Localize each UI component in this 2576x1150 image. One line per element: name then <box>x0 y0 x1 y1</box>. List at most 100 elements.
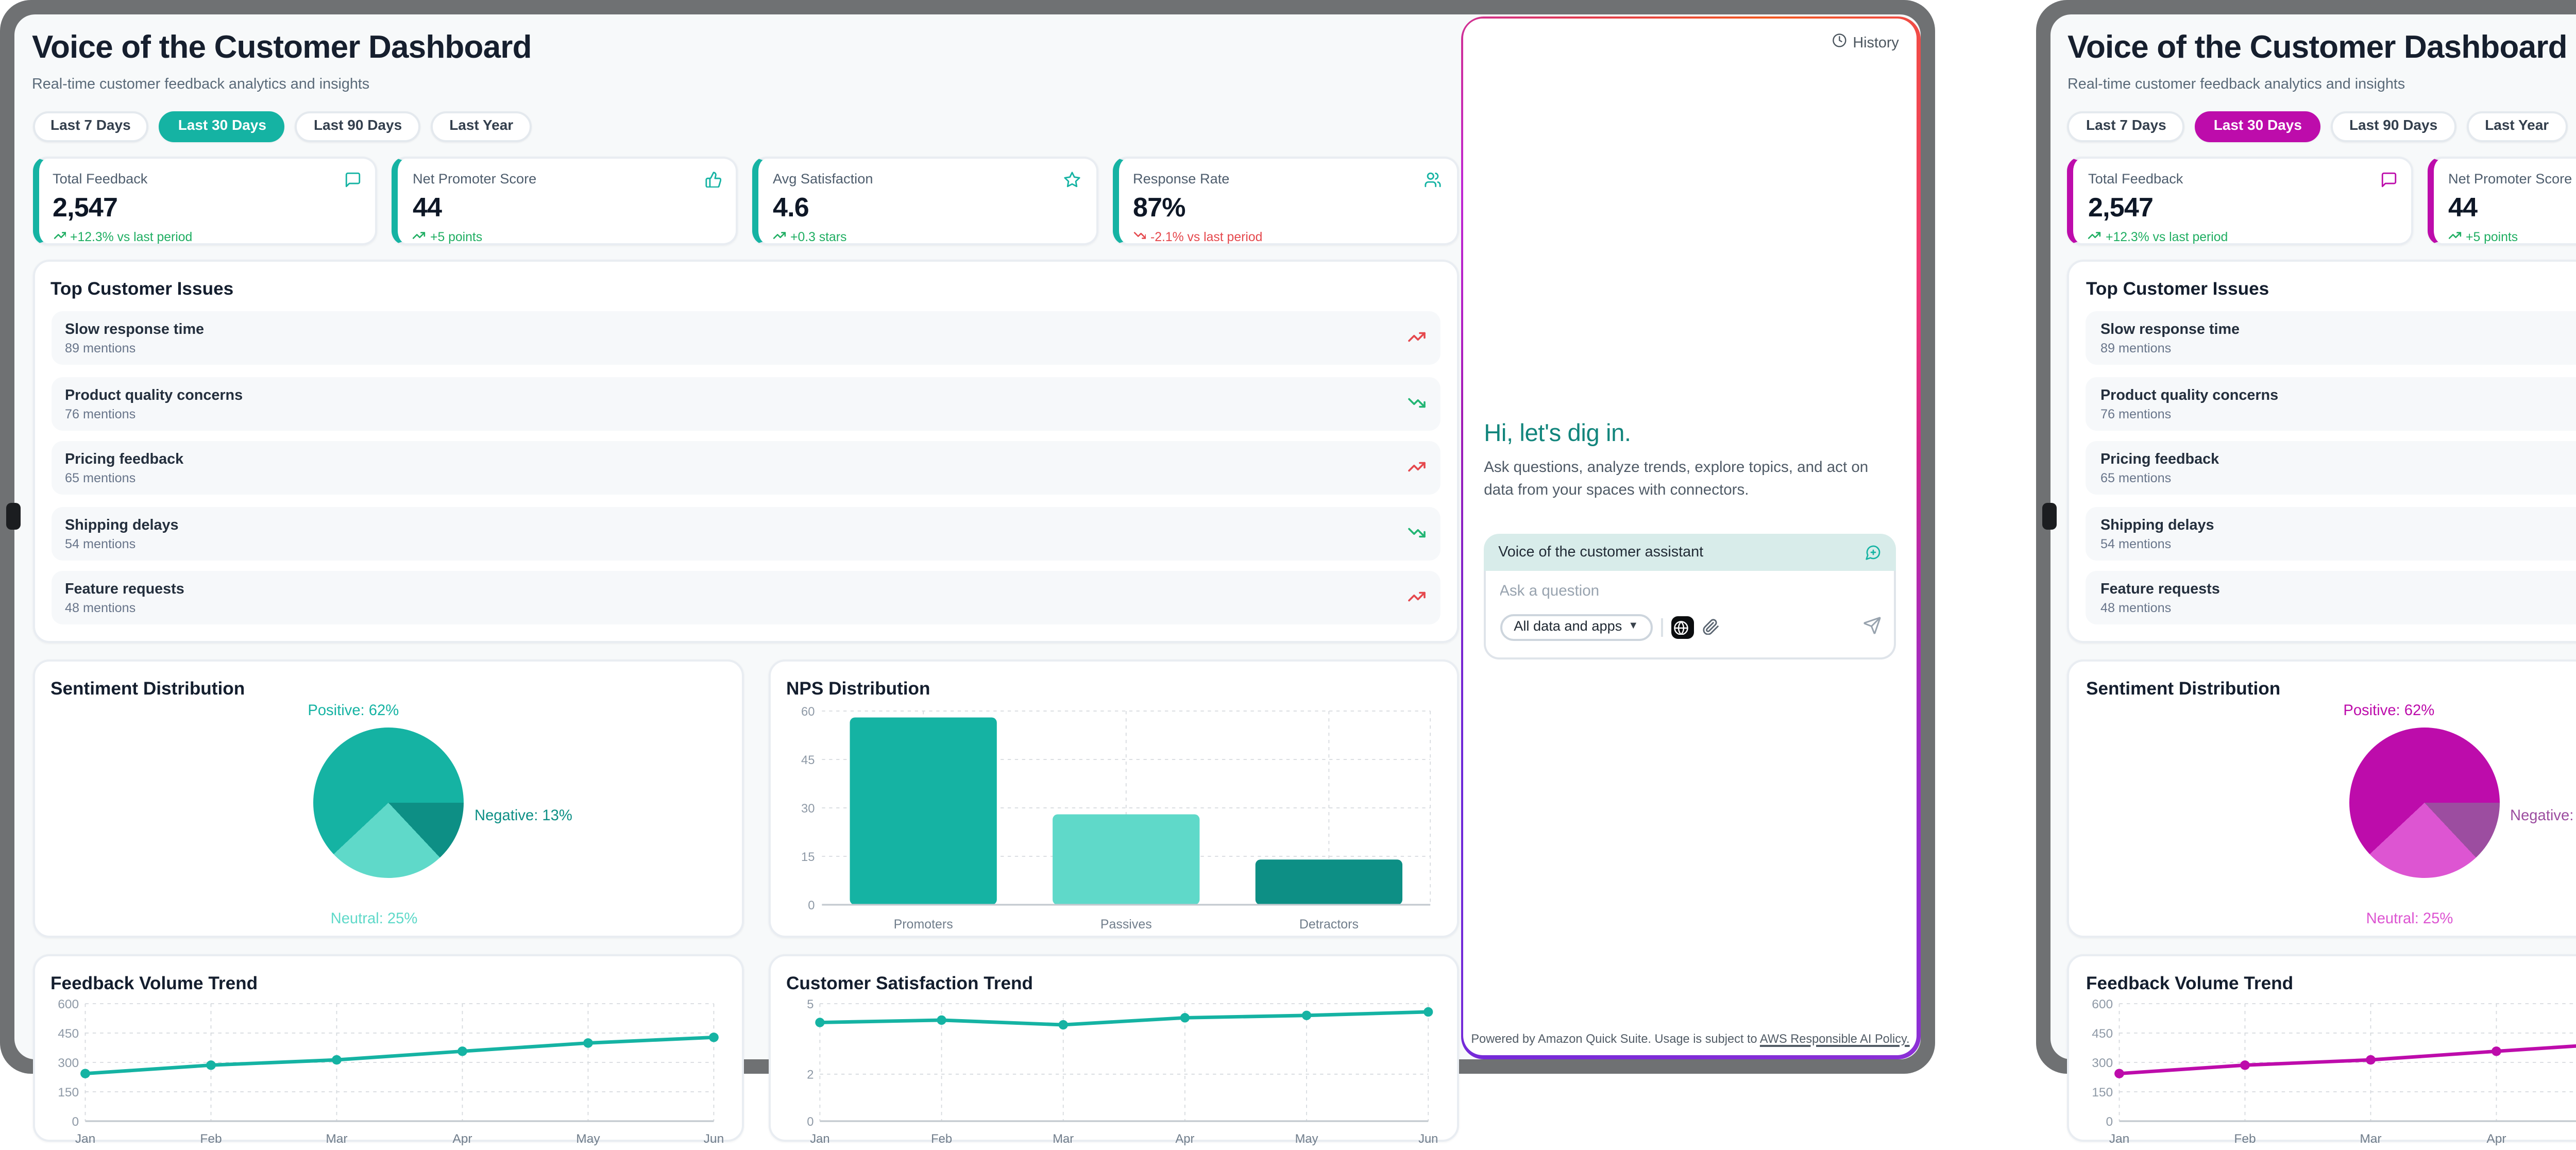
issue-info: Pricing feedback 65 mentions <box>65 450 183 487</box>
top-issues-card: Top Customer Issues Slow response time 89… <box>32 260 1458 644</box>
kpi-card-1: Net Promoter Score 44 +5 points <box>2428 156 2576 246</box>
trend-down-icon <box>1406 385 1425 422</box>
clock-icon <box>1833 32 1848 52</box>
trend-up-icon <box>1406 580 1425 617</box>
trend-up-icon <box>2088 229 2102 246</box>
filter-button-last-7-days[interactable]: Last 7 Days <box>32 110 149 142</box>
issue-name: Shipping delays <box>65 515 179 534</box>
kpi-delta-text: +0.3 stars <box>790 230 847 245</box>
volume-card: Feedback Volume Trend 0 150 300 450 600 Jan Fe… <box>32 954 744 1145</box>
svg-text:150: 150 <box>2092 1086 2113 1100</box>
assistant-subtext: Ask questions, analyze trends, explore t… <box>1484 458 1869 500</box>
issue-name: Feature requests <box>65 580 184 599</box>
charts-row-1: Sentiment Distribution Positive: 62% Neut… <box>32 659 1458 939</box>
nps-bar-chart: 0 15 30 45 60 Promoters Passives Detractors <box>786 699 1439 942</box>
question-input[interactable] <box>1499 582 1882 615</box>
issues-title: Top Customer Issues <box>2086 279 2269 300</box>
users-icon <box>1424 171 1442 189</box>
sentiment-pie-chart: Positive: 62% Neutral: 25% Negative: 13% <box>50 701 725 936</box>
assistant-chat-card: Voice of the customer assistant All data… <box>1484 533 1897 659</box>
svg-text:2: 2 <box>806 1068 812 1081</box>
issue-info: Slow response time 89 mentions <box>65 320 204 357</box>
kpi-value: 87% <box>1133 192 1185 224</box>
svg-text:0: 0 <box>806 1114 812 1128</box>
issue-row: Shipping delays 54 mentions <box>50 506 1439 561</box>
ai-policy-link[interactable]: AWS Responsible AI Policy. <box>1759 1034 1910 1046</box>
issue-row: Slow response time 89 mentions <box>50 312 1439 366</box>
filter-button-last-90-days[interactable]: Last 90 Days <box>2330 110 2456 142</box>
issue-name: Product quality concerns <box>65 385 243 404</box>
svg-text:Jun: Jun <box>703 1132 723 1146</box>
issue-mentions: 65 mentions <box>2100 472 2172 487</box>
kpi-value: 2,547 <box>53 192 118 224</box>
history-button[interactable]: History <box>1833 32 1899 52</box>
kpi-label: Avg Satisfaction <box>773 172 873 187</box>
page-title: Voice of the Customer Dashboard <box>2067 31 2567 66</box>
issue-info: Feature requests 48 mentions <box>65 580 184 617</box>
assistant-card-header: Voice of the customer assistant <box>1484 533 1897 571</box>
kpi-delta: +12.3% vs last period <box>53 229 361 246</box>
filter-button-last-30-days[interactable]: Last 30 Days <box>159 110 285 142</box>
web-search-button[interactable] <box>1670 616 1693 639</box>
kpi-row: Total Feedback 2,547 +12.3% vs last period… <box>32 156 1458 246</box>
send-button[interactable] <box>1863 608 1882 646</box>
kpi-delta: -2.1% vs last period <box>1133 229 1442 246</box>
svg-text:May: May <box>575 1132 599 1146</box>
issue-info: Feature requests 48 mentions <box>2100 580 2220 617</box>
assistant-greeting-block: Hi, let's dig in. Ask questions, analyze… <box>1484 418 1895 502</box>
kpi-value: 44 <box>2448 192 2478 224</box>
sentiment-title: Sentiment Distribution <box>2086 678 2281 699</box>
issues-list: Slow response time 89 mentions Product qua… <box>50 312 1439 625</box>
charts-row-2: Feedback Volume Trend 0 150 300 450 600 Jan Fe… <box>2067 954 2576 1145</box>
attachment-button[interactable] <box>1702 608 1719 646</box>
kpi-delta: +0.3 stars <box>773 229 1081 246</box>
kpi-card-3: Response Rate 87% -2.1% vs last period <box>1112 156 1458 246</box>
filter-button-last-30-days[interactable]: Last 30 Days <box>2195 110 2320 142</box>
svg-text:Jan: Jan <box>2110 1132 2130 1146</box>
assistant-panel-body: History Hi, let's dig in. Ask questions,… <box>1463 18 1918 1056</box>
page-subtitle: Real-time customer feedback analytics an… <box>2067 74 2405 93</box>
csat-title: Customer Satisfaction Trend <box>786 972 1033 993</box>
nps-title: NPS Distribution <box>786 678 930 699</box>
svg-text:Apr: Apr <box>1174 1131 1193 1145</box>
filter-button-last-year[interactable]: Last Year <box>431 110 532 142</box>
window-edge-handle[interactable] <box>2042 503 2056 530</box>
filter-button-last-90-days[interactable]: Last 90 Days <box>295 110 421 142</box>
filter-button-last-year[interactable]: Last Year <box>2466 110 2568 142</box>
data-scope-select[interactable]: All data and apps ▼ <box>1499 613 1653 641</box>
divider <box>1661 617 1663 637</box>
svg-text:45: 45 <box>800 753 814 767</box>
kpi-card-0: Total Feedback 2,547 +12.3% vs last period <box>2067 156 2413 246</box>
sentiment-card: Sentiment Distribution Positive: 62% Neut… <box>32 659 744 939</box>
kpi-value: 2,547 <box>2088 192 2154 224</box>
sentiment-pie-chart: Positive: 62% Neutral: 25% Negative: 13% <box>2086 701 2576 936</box>
svg-text:Detractors: Detractors <box>1298 917 1358 931</box>
issue-info: Pricing feedback 65 mentions <box>2100 450 2219 487</box>
filter-button-last-7-days[interactable]: Last 7 Days <box>2067 110 2185 142</box>
issue-mentions: 76 mentions <box>65 408 136 422</box>
kpi-delta-text: +12.3% vs last period <box>70 230 193 245</box>
trend-up-icon <box>1406 450 1425 487</box>
nps-card: NPS Distribution 0 15 30 45 60 Promoters Passi… <box>768 659 1458 939</box>
thumbs-up-icon <box>704 171 721 189</box>
kpi-label: Net Promoter Score <box>2448 172 2572 187</box>
kpi-label: Net Promoter Score <box>413 172 537 187</box>
csat-line-chart: 0 2 5 Jan Feb Mar Apr May Jun <box>786 993 1439 1150</box>
trend-up-icon <box>773 229 786 246</box>
window-edge-handle[interactable] <box>6 503 21 530</box>
pie-label-neutral: Neutral: 25% <box>2366 908 2453 927</box>
svg-text:Apr: Apr <box>451 1132 471 1146</box>
svg-text:Jan: Jan <box>74 1132 95 1146</box>
assistant-card-title: Voice of the customer assistant <box>1498 543 1704 562</box>
svg-text:600: 600 <box>57 997 78 1011</box>
dashboard-window: Voice of the Customer Dashboard Real-tim… <box>6 14 1921 1146</box>
assistant-controls: All data and apps ▼ <box>1499 608 1882 646</box>
svg-text:30: 30 <box>800 801 814 815</box>
app-window-right: Voice of the Customer Dashboard Real-tim… <box>2036 0 2576 1145</box>
new-chat-icon[interactable] <box>1866 544 1883 560</box>
kpi-card-2: Avg Satisfaction 4.6 +0.3 stars <box>752 156 1098 246</box>
pie-graphic <box>2348 727 2499 878</box>
issue-name: Shipping delays <box>2100 515 2214 534</box>
